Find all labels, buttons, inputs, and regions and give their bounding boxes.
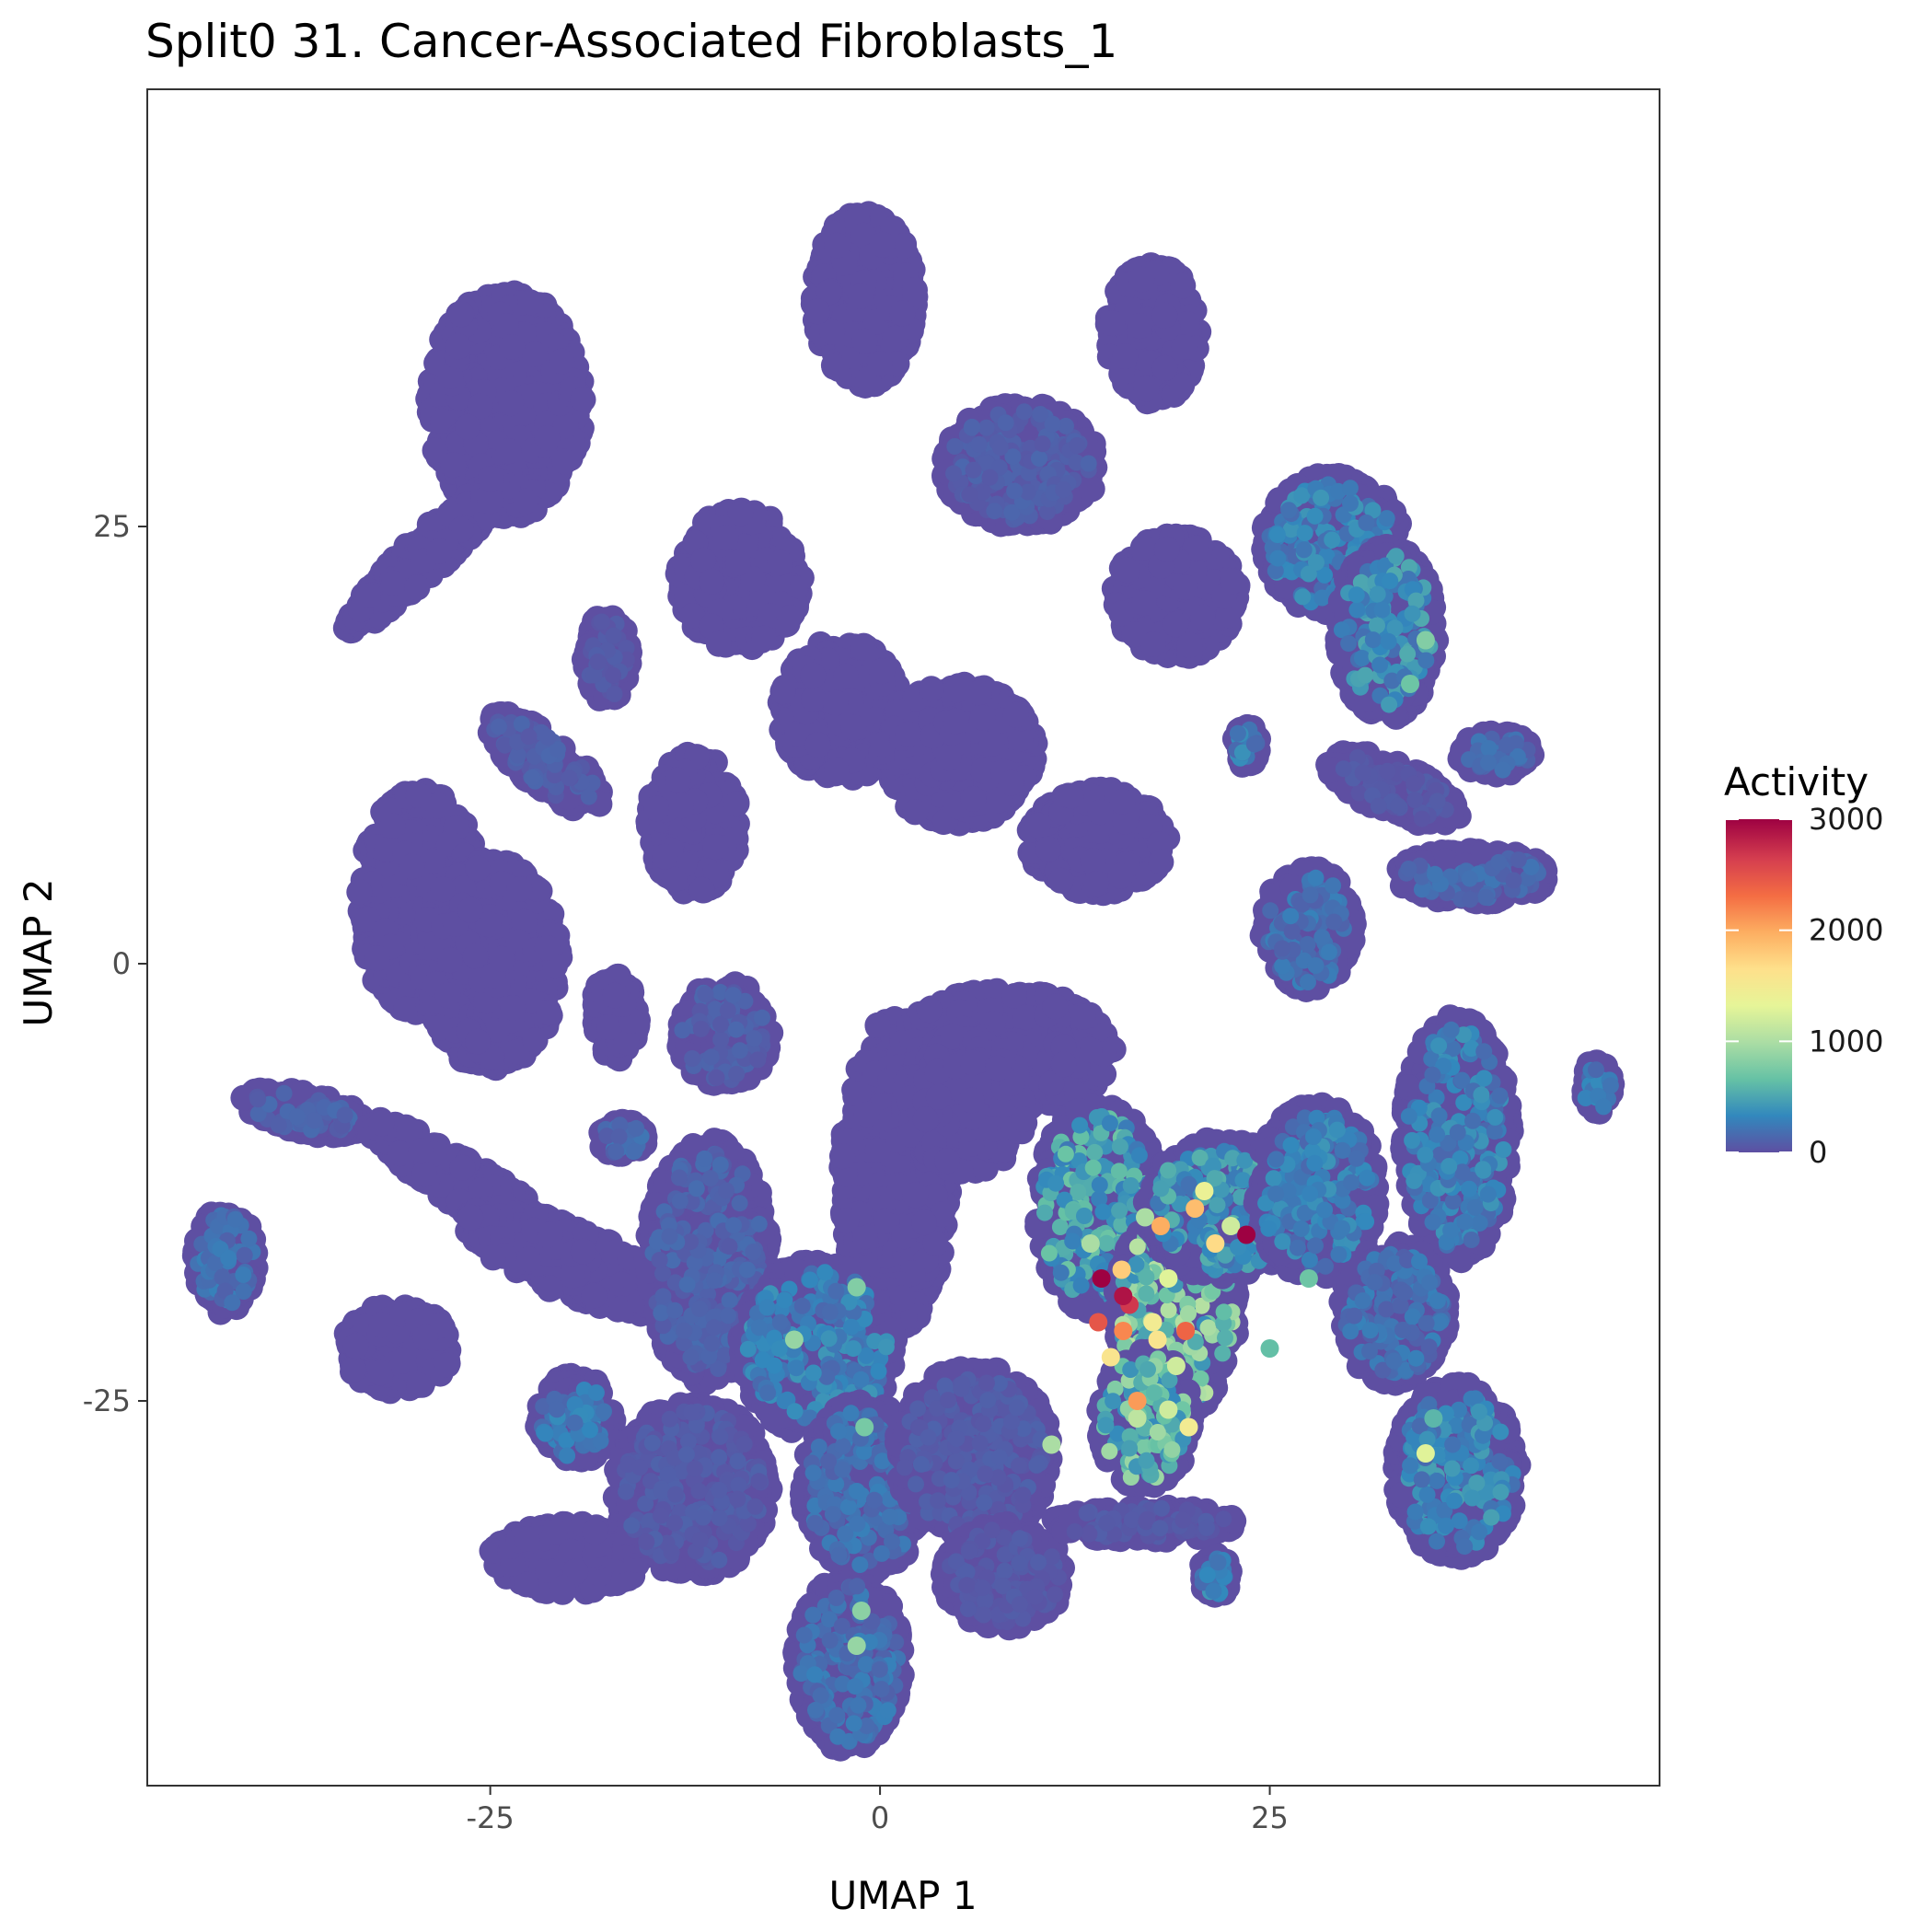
cell-point <box>478 489 503 515</box>
cell-point <box>381 571 407 596</box>
cell-point <box>426 538 452 564</box>
cell-point <box>355 583 381 608</box>
cell-point <box>498 390 524 416</box>
cell-point <box>571 387 596 412</box>
cell-point <box>804 298 830 324</box>
cell-point <box>440 452 466 478</box>
cell-point <box>902 277 928 303</box>
cell-point <box>478 466 503 492</box>
cell-point <box>890 301 916 327</box>
chart-title: Split0 31. Cancer-Associated Fibroblasts… <box>145 15 1117 68</box>
cell-point <box>496 438 522 464</box>
cell-point <box>851 329 877 354</box>
cell-point <box>522 341 548 367</box>
cell-point <box>867 351 893 376</box>
cell-point <box>405 574 431 600</box>
cell-point <box>848 283 873 309</box>
cell-point <box>499 334 525 360</box>
cell-point <box>870 232 896 258</box>
cell-point <box>445 333 471 359</box>
cell-point <box>882 326 908 352</box>
cell-point <box>825 233 850 259</box>
cell-point <box>448 301 474 327</box>
cell-point <box>517 289 543 315</box>
cell-point <box>549 349 574 375</box>
cell-point <box>552 449 578 475</box>
cell-point <box>455 414 480 440</box>
cell-point <box>535 425 561 451</box>
cell-point <box>819 319 845 345</box>
